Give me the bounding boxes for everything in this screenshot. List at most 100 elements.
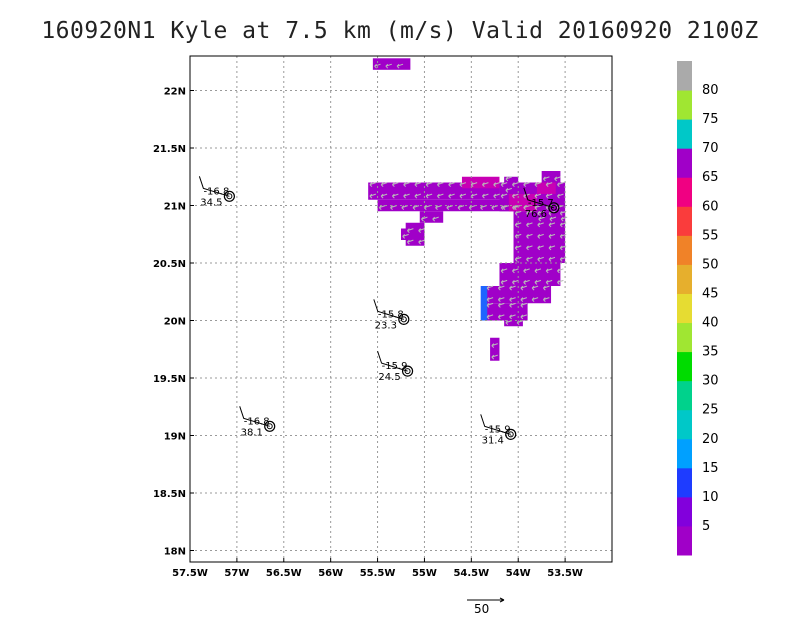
wind-arrow (534, 268, 542, 274)
x-tick-label: 55.5W (360, 568, 396, 579)
colorbar-label: 40 (702, 316, 719, 331)
observation-temperature: -15.7 (528, 198, 554, 209)
reference-arrow-icon (467, 597, 505, 603)
x-tick-label: 57W (224, 568, 249, 579)
colorbar-label: 15 (702, 461, 719, 476)
colorbar-segment (677, 438, 692, 469)
colorbar-label: 10 (702, 490, 719, 505)
wind-arrow (512, 205, 519, 211)
wind-arrow (425, 193, 433, 199)
wind-arrow (497, 297, 505, 303)
colorbar-segment (677, 496, 692, 527)
wind-cell (541, 171, 561, 183)
x-tick-label: 57.5W (172, 568, 208, 579)
wind-arrow (414, 182, 422, 188)
wind-cell (485, 303, 528, 321)
wind-arrow (509, 314, 516, 320)
observation-speed: 38.1 (241, 427, 263, 438)
wind-arrow (531, 297, 539, 303)
colorbar-label: 60 (702, 199, 719, 214)
wind-arrow (512, 182, 519, 188)
wind-arrow (537, 256, 544, 262)
colorbar-label: 25 (702, 403, 719, 418)
colorbar-segment (677, 119, 692, 149)
wind-arrow (482, 193, 489, 199)
wind-arrow (543, 297, 550, 303)
wind-arrow (545, 193, 553, 199)
chart-title: 160920N1 Kyle at 7.5 km (m/s) Valid 2016… (41, 18, 759, 44)
colorbar: 5 10 15 20 25 30 35 40 45 50 55 60 65 70 75 80 (677, 61, 719, 556)
observation-station: -16.838.1 (239, 406, 276, 438)
colorbar-segment (677, 351, 692, 382)
colorbar-label: 30 (702, 374, 719, 389)
wind-arrow (543, 285, 550, 291)
station-dot-icon (507, 431, 514, 438)
wind-barb-icon (239, 406, 270, 427)
wind-cell (499, 263, 561, 286)
wind-cell (405, 222, 425, 246)
wind-arrow (514, 233, 522, 239)
wind-arrow (392, 182, 399, 188)
colorbar-segment (677, 235, 692, 265)
station-ring-icon (548, 202, 560, 214)
wind-arrow (491, 343, 498, 349)
wind-arrow (545, 268, 553, 274)
y-tick-label: 19.5N (153, 374, 186, 385)
x-tick-label: 56.5W (266, 568, 302, 579)
wind-arrow (385, 63, 392, 69)
y-tick-label: 20N (164, 317, 186, 328)
wind-arrow (548, 245, 556, 251)
wind-arrow (537, 233, 544, 239)
colorbar-segment (677, 177, 692, 207)
colorbar-label: 55 (702, 228, 719, 243)
station-dot-icon (266, 423, 273, 430)
wind-arrow (549, 216, 557, 222)
wind-arrow (470, 182, 478, 188)
wind-arrow (497, 285, 505, 291)
wind-arrow (543, 176, 550, 182)
y-axis: 18N 18.5N 19N 19.5N 20N 20.5N 21N 21.5N 22N (153, 87, 194, 558)
colorbar-label: 35 (702, 345, 719, 360)
wind-arrow (520, 285, 528, 291)
wind-arrow (531, 285, 539, 291)
colorbar-segment (677, 293, 692, 324)
observation-temperature: -15.9 (485, 424, 511, 435)
wind-arrow (486, 285, 494, 291)
station-ring-icon (223, 190, 235, 202)
wind-cell (377, 199, 519, 212)
observation-station: -15.776.6 (523, 187, 560, 220)
wind-arrow (459, 182, 467, 188)
wind-arrow (526, 222, 533, 228)
wind-arrow (500, 268, 508, 274)
x-tick-label: 56W (318, 568, 343, 579)
wind-arrow (557, 193, 564, 199)
wind-arrow (523, 279, 530, 285)
wind-cell (504, 320, 523, 327)
wind-cell (419, 211, 444, 223)
wind-arrow (537, 222, 544, 228)
station-dot-icon (404, 368, 411, 375)
colorbar-segment (677, 206, 692, 236)
colorbar-segment (677, 467, 692, 498)
wind-arrow (403, 182, 410, 188)
wind-arrow (505, 187, 513, 193)
colorbar-segment (677, 409, 692, 440)
wind-cell (401, 228, 411, 240)
wind-arrow (425, 182, 433, 188)
wind-arrow (523, 182, 530, 188)
station-ring-icon (264, 420, 276, 432)
wind-arrow (559, 233, 567, 239)
wind-arrow (493, 193, 500, 199)
wind-arrow (418, 239, 425, 245)
colorbar-segment (677, 90, 692, 120)
wind-arrow (486, 297, 494, 303)
wind-barb-icon (198, 176, 230, 197)
wind-arrow (500, 182, 508, 188)
colorbar-label: 70 (702, 141, 719, 156)
wind-arrow (554, 176, 561, 182)
wind-arrow (497, 302, 505, 308)
x-tick-label: 54W (506, 568, 531, 579)
station-dot-icon (400, 316, 407, 323)
wind-arrow (491, 354, 498, 360)
